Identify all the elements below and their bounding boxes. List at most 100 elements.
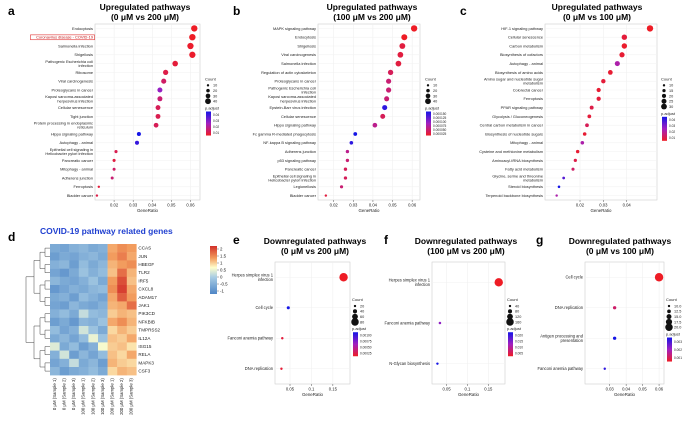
plot-b-category-label-6: Proteoglycans in cancer <box>274 79 316 84</box>
heatmap-cell <box>59 326 70 335</box>
plot-b-category-label-4: Salmonella infection <box>281 61 316 66</box>
plot-b-category-label-16: Pancreatic cancer <box>285 167 317 172</box>
heatmap-cell <box>117 334 127 343</box>
plot-a-category-label-10: Tight junction <box>70 114 93 119</box>
plot-a-xtick-label-1: 0.03 <box>129 203 138 208</box>
plot-g-size-legend-label-1: 12.5 <box>674 310 681 314</box>
plot-g-frame <box>584 261 665 385</box>
plot-a-size-legend-dot-2 <box>205 93 211 99</box>
dendrogram-branch-l3-1 <box>33 325 40 360</box>
plot-b-xtick-label-3: 0.05 <box>388 203 397 208</box>
plot-g-point-1 <box>612 306 617 310</box>
panel-a-title: Upregulated pathways (0 μM vs 200 μM) <box>99 2 191 22</box>
heatmap-cell <box>126 326 137 335</box>
plot-c-category-label-3: Biosynthesis of cofactors <box>500 52 543 57</box>
plot-e-color-legend-label-3: 0.00100 <box>360 334 372 338</box>
heatmap-cell <box>69 276 79 286</box>
plot-a-size-legend-dot-0 <box>206 84 210 87</box>
plot-b-category-label-18: Legionellosis <box>294 184 317 189</box>
plot-g-xtick-label-2: 0.05 <box>639 387 648 392</box>
plot-c-size-legend-label-4: 30 <box>669 105 673 109</box>
plot-b-category-label-11: Hippo signaling pathway <box>274 123 316 128</box>
plot-a-point-19 <box>95 194 99 197</box>
plot-c-category-label-1: Cellular senescence <box>508 35 543 40</box>
plot-b-point-2 <box>399 43 406 49</box>
plot-b-point-0 <box>410 25 418 32</box>
plot-e-size-legend-dot-1 <box>352 309 358 314</box>
plot-f-size-legend-title: Count <box>507 297 519 302</box>
plot-g-color-legend-label-1: 0.002 <box>674 348 682 352</box>
plot-a-point-10 <box>155 113 161 119</box>
heatmap-cell <box>78 252 89 261</box>
heatmap-cell <box>126 268 137 277</box>
plot-a-category-label-2: Salmonella infection <box>58 43 93 48</box>
heatmap-cell <box>107 276 118 286</box>
plot-e-color-legend-title: p.adjust <box>352 326 367 331</box>
heatmap-cell <box>69 350 79 359</box>
plot-a-category-label-13: Autophagy - animal <box>59 140 93 145</box>
plot-a-point-2 <box>187 42 194 50</box>
plot-c-category-label-17: metabolism <box>523 177 543 182</box>
plot-a-xtick-label-4: 0.06 <box>186 203 195 208</box>
plot-g-xtick-label-3: 0.06 <box>655 387 664 392</box>
plot-a-frame <box>94 23 201 201</box>
plot-c-category-label-6: metabolism <box>523 81 543 86</box>
heatmap-cell <box>126 293 137 302</box>
plot-c-color-legend-label-2: 0.03 <box>669 124 675 128</box>
plot-e-color-legend-label-2: 0.00075 <box>360 340 372 344</box>
plot-b-category-label-17: Helicobacter pylori infection <box>268 177 316 182</box>
heatmap-cell <box>126 244 137 253</box>
plot-f-point-2 <box>436 362 439 365</box>
plot-b-point-8 <box>384 96 390 102</box>
plot-a-category-label-12: Hippo signaling pathway <box>51 131 93 136</box>
heatmap-cell <box>78 358 89 368</box>
heatmap-cell <box>126 285 137 294</box>
plot-b-category-label-8: Kaposi sarcoma-associated <box>268 94 316 99</box>
plot-c-category-label-10: Glycolysis / Gluconeogenesis <box>492 114 543 119</box>
plot-a-category-label-18: Ferroptosis <box>74 184 94 189</box>
heatmap-cell <box>98 334 108 343</box>
heatmap-cell <box>50 276 60 286</box>
plot-e-size-legend-dot-3 <box>351 318 359 326</box>
plot-b-xtick-label-2: 0.04 <box>369 203 378 208</box>
plot-e-size-legend-dot-2 <box>352 313 358 320</box>
plot-c-size-legend-label-1: 15 <box>669 89 673 93</box>
plot-a-point-12 <box>136 131 141 137</box>
plot-g-size-legend-label-3: 17.5 <box>674 320 681 324</box>
plot-c-size-legend-dot-3 <box>661 98 667 104</box>
plot-f-color-legend-label-3: 0.020 <box>515 334 523 338</box>
plot-e-point-0 <box>339 273 348 282</box>
plot-c-xtick-label-0: 0.02 <box>576 203 585 208</box>
plot-a-xtick-label-2: 0.04 <box>148 203 157 208</box>
plot-b-color-legend-label-1: 0.000050 <box>433 128 447 132</box>
plot-a-category-label-5: Ribosome <box>75 70 93 75</box>
plot-b-color-legend-label-2: 0.000075 <box>433 124 447 128</box>
heatmap-row-label-0: CCAS <box>138 246 151 251</box>
heatmap-cell <box>50 244 60 253</box>
plot-a-xtick-label-3: 0.05 <box>167 203 176 208</box>
heatmap-cell <box>88 301 99 310</box>
plot-a-category-label-14: Helicobacter pylori infection <box>45 151 93 156</box>
plot-c-size-legend-label-3: 25 <box>669 100 673 104</box>
heatmap-cell <box>69 285 79 294</box>
heatmap-cell <box>117 260 127 269</box>
heatmap-row-label-1: JUN <box>138 254 147 259</box>
plot-a-category-label-1: Coronavirus disease - COVID-19 <box>36 35 93 40</box>
plot-e-color-legend-label-1: 0.00050 <box>360 346 372 350</box>
heatmap-cell <box>107 268 118 277</box>
plot-c-category-label-6: Amino sugar and nucleotide sugar <box>484 76 544 81</box>
heatmap-cell <box>50 285 60 294</box>
plot-a-category-label-11: reticulum <box>77 125 93 130</box>
heatmap-column-label-6: 200 μM (Sample 1) <box>110 378 115 415</box>
heatmap-cell <box>98 268 108 277</box>
plot-c-category-label-13: Mitophagy - animal <box>510 140 543 145</box>
plot-f-point-0 <box>494 278 503 287</box>
plot-g-size-legend-label-0: 10.0 <box>674 304 681 308</box>
plot-c-color-bar <box>662 116 667 141</box>
plot-f-category-label-2: N-Glycan biosynthesis <box>389 361 430 366</box>
plot-g-size-legend-dot-1 <box>667 309 671 314</box>
heatmap-cell <box>98 342 108 351</box>
heatmap-cell <box>88 317 99 327</box>
plot-c-point-0 <box>646 25 654 32</box>
